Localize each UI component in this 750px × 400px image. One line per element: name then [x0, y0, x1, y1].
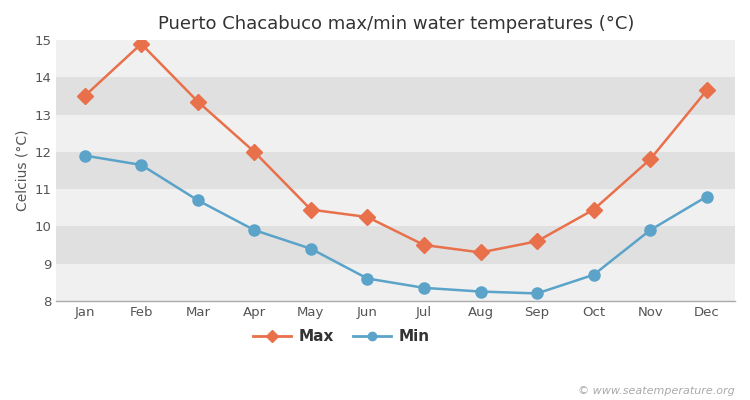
Min [590, 272, 598, 277]
Min [532, 291, 542, 296]
Min [136, 162, 146, 167]
Bar [56, 226, 735, 264]
Max [250, 150, 259, 154]
Line: Max: Max [80, 38, 712, 258]
Text: © www.seatemperature.org: © www.seatemperature.org [578, 386, 735, 396]
Min [307, 246, 316, 251]
Bar [56, 264, 735, 301]
Max [363, 215, 372, 220]
Max [194, 99, 202, 104]
Min [646, 228, 655, 232]
Min [419, 286, 428, 290]
Bar [56, 189, 735, 226]
Max [80, 94, 89, 98]
Min [80, 153, 89, 158]
Min [194, 198, 202, 203]
Title: Puerto Chacabuco max/min water temperatures (°C): Puerto Chacabuco max/min water temperatu… [158, 15, 634, 33]
Max [476, 250, 485, 255]
Bar [56, 40, 735, 77]
Min [476, 289, 485, 294]
Max [419, 243, 428, 248]
Max [532, 239, 542, 244]
Min [250, 228, 259, 232]
Max [590, 207, 598, 212]
Max [702, 88, 711, 93]
Bar [56, 77, 735, 115]
Max [307, 207, 316, 212]
Legend: Max, Min: Max, Min [247, 323, 436, 351]
Bar [56, 152, 735, 189]
Line: Min: Min [80, 150, 712, 299]
Min [702, 194, 711, 199]
Min [363, 276, 372, 281]
Max [646, 157, 655, 162]
Y-axis label: Celcius (°C): Celcius (°C) [15, 130, 29, 211]
Max [136, 42, 146, 46]
Bar [56, 115, 735, 152]
